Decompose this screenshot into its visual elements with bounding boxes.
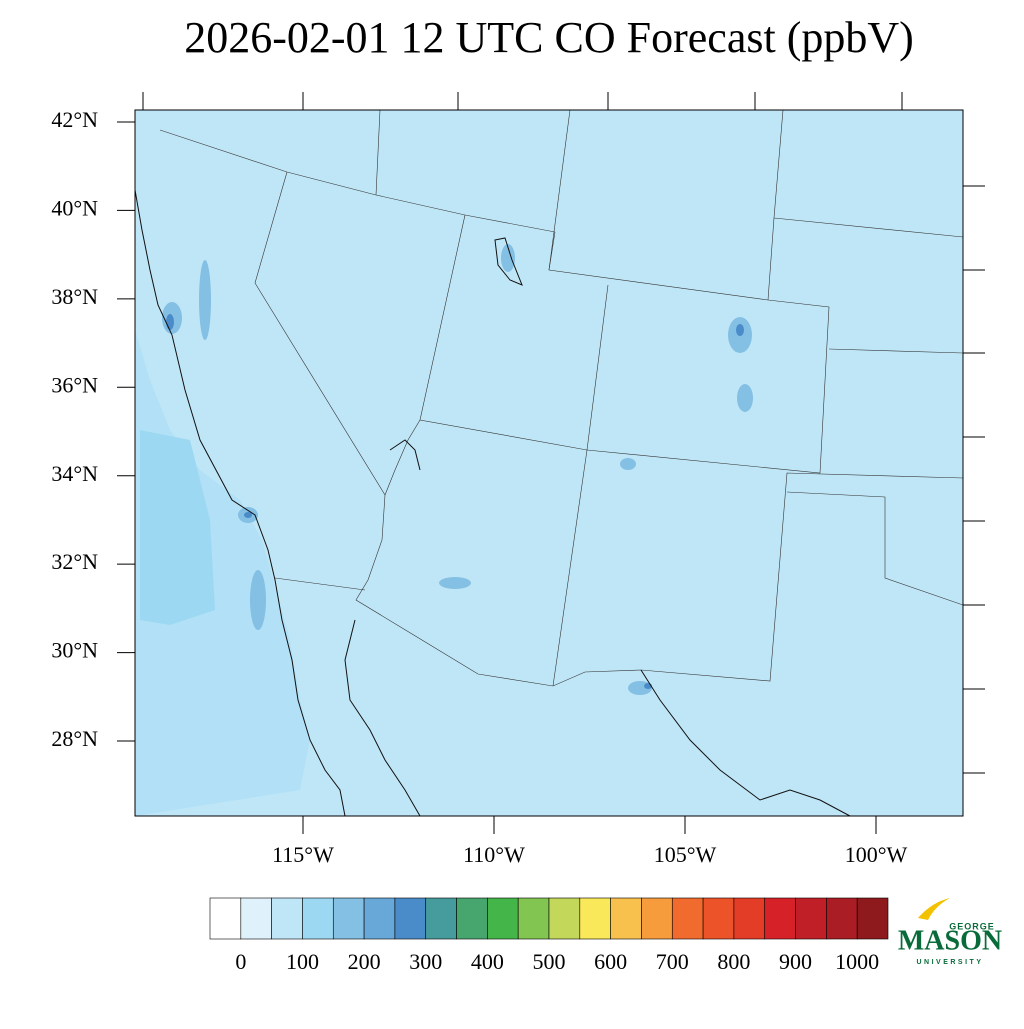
colorbar-box [579,897,611,940]
colorbar-label: 200 [348,949,381,974]
colorbar-box [641,897,673,940]
colorbar-box [826,897,858,940]
map [134,92,985,817]
logo-main: MASON [898,925,1002,956]
hotspots [166,314,744,689]
colorbar-box [548,897,581,940]
colorbar-label: 400 [471,949,504,974]
colorbar-label: 800 [717,949,750,974]
colorbar-box [517,897,550,940]
colorbar-box [332,897,365,940]
colorbar-box [271,897,303,940]
map-frame [134,109,964,817]
colorbar-label: 1000 [835,949,879,974]
lon-label: 105°W [654,842,717,867]
colorbar-box [240,897,272,940]
lon-label: 100°W [845,842,908,867]
colorbar-box [702,897,735,940]
logo-bottom: UNIVERSITY [916,959,983,966]
colorbar-box [209,897,242,940]
colorbar-box [610,897,642,940]
colorbar-box [671,897,704,940]
colorbar-label: 100 [286,949,319,974]
logo-top: GEORGE [949,921,995,931]
colorbar-label: 700 [656,949,689,974]
colorbar-label: 600 [594,949,627,974]
logo: GEORGE MASON UNIVERSITY [898,898,1002,966]
lat-label: 32°N [51,549,98,574]
colorbar-label: 500 [533,949,566,974]
colorbar-box [425,897,457,940]
colorbar-box [363,897,396,940]
colorbar-box [456,897,488,940]
logo-swoosh [918,898,950,920]
title: 2026-02-01 12 UTC CO Forecast (ppbV) [184,13,914,62]
lat-label: 42°N [51,107,98,132]
colorbar-label: 900 [779,949,812,974]
colorbar-box [764,897,796,940]
colorbar-box [733,897,766,940]
lat-label: 40°N [51,195,98,220]
colorbar-box [795,897,827,940]
colorbar-box [856,897,889,940]
state-borders [159,109,964,687]
lat-label: 38°N [51,284,98,309]
lat-label: 30°N [51,638,98,663]
lat-label: 34°N [51,461,98,486]
colorbar-label: 0 [235,949,246,974]
colorbar-box [487,897,519,940]
lat-label: 28°N [51,726,98,751]
lat-label: 36°N [51,372,98,397]
coastline [134,189,851,817]
ocean-shade [140,430,215,625]
lon-label: 115°W [272,842,334,867]
colorbar-box [394,897,427,940]
colorbar-box [302,897,334,940]
colorbar-label: 300 [409,949,442,974]
frame-ticks [142,92,985,774]
lon-label: 110°W [463,842,525,867]
